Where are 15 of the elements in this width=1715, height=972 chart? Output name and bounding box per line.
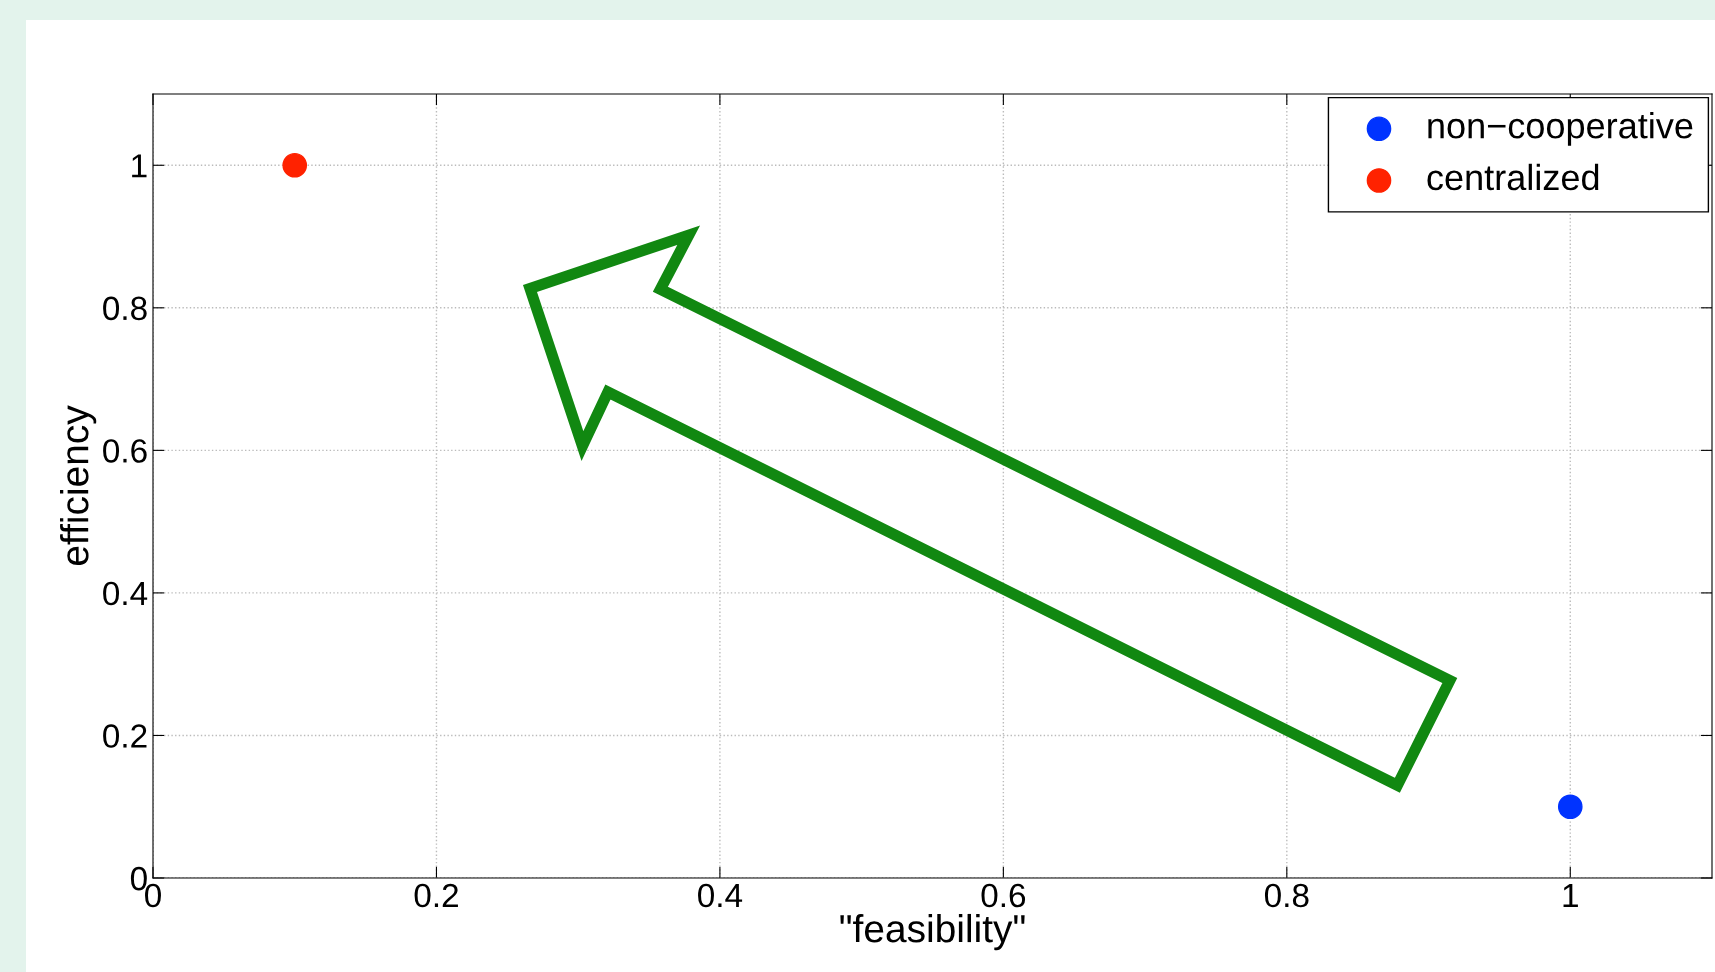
y-tick-label: 0.4 — [103, 581, 148, 606]
y-tick-label: 0.6 — [103, 439, 147, 463]
x-tick-label: 1 — [1563, 884, 1578, 908]
x-tick-label: 0.4 — [698, 883, 743, 908]
legend-label: non−cooperative — [1428, 112, 1693, 146]
x-axis-title: "feasibility" — [840, 913, 1025, 951]
y-tick-label: 0.8 — [103, 296, 147, 321]
x-tick-label: 0.6 — [981, 883, 1026, 908]
y-tick-label: 1 — [132, 154, 147, 178]
y-tick-label: 0 — [130, 866, 147, 891]
x-tick-label: 0.2 — [414, 883, 458, 908]
y-axis-title: efficiency — [60, 405, 97, 566]
x-tick-label: 0.8 — [1264, 883, 1309, 908]
y-tick-label: 0.2 — [103, 724, 147, 748]
legend-label: centralized — [1427, 163, 1599, 191]
